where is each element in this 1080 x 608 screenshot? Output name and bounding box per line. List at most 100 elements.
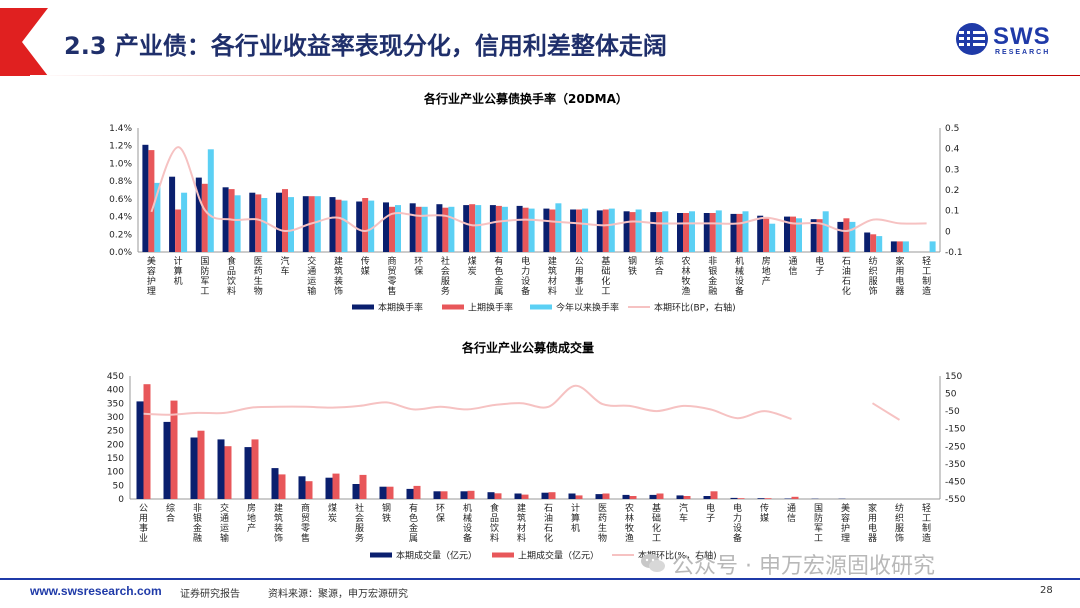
bar-3: [608, 208, 615, 252]
bar-2: [201, 183, 208, 252]
y-tick-label: 200: [107, 440, 124, 450]
y-tick-label: 0.6%: [109, 195, 132, 205]
bar-2: [495, 205, 502, 252]
x-tick-label: 煤炭: [468, 255, 477, 277]
bar-1: [757, 498, 765, 499]
bar-1: [810, 219, 817, 252]
bar-1: [595, 494, 603, 499]
logo-subtext: RESEARCH: [995, 49, 1051, 56]
x-tick-label: 环保: [414, 256, 423, 277]
y2-tick-label: -50: [945, 407, 960, 417]
bar-3: [582, 208, 589, 252]
x-tick-label: 家用电器: [868, 502, 877, 544]
x-tick-label: 农林牧渔: [682, 255, 691, 297]
bar-3: [421, 206, 428, 252]
bar-1: [406, 488, 414, 499]
y2-tick-label: 0.1: [945, 207, 959, 217]
bar-1: [460, 491, 468, 499]
bar-3: [715, 210, 722, 252]
series-line-right-axis: [150, 146, 927, 233]
x-tick-label: 商贸零售: [301, 502, 310, 544]
bar-1: [596, 210, 603, 252]
x-tick-label: 钢铁: [382, 502, 391, 524]
bar-2: [602, 493, 610, 499]
bar-3: [796, 218, 802, 252]
bar-2: [602, 209, 609, 252]
bar-2: [389, 206, 395, 252]
bar-2: [709, 213, 716, 252]
bar-2: [790, 216, 796, 252]
x-tick-label: 美容护理: [147, 255, 156, 297]
bar-3: [341, 200, 348, 252]
bar-1: [190, 437, 198, 499]
y2-tick-label: -550: [945, 495, 966, 505]
bar-1: [837, 221, 844, 252]
bar-1: [163, 421, 171, 499]
bar-2: [629, 212, 636, 252]
bar-2: [656, 493, 664, 499]
page-number: 28: [1040, 585, 1053, 596]
bar-3: [555, 203, 562, 252]
y-tick-label: 0.0%: [109, 248, 132, 258]
x-tick-label: 汽车: [679, 502, 688, 524]
bar-1: [757, 215, 764, 252]
bar-1: [703, 213, 710, 252]
footer-url[interactable]: www.swsresearch.com: [30, 584, 162, 598]
bar-3: [368, 200, 375, 252]
legend-swatch: [370, 552, 392, 558]
bar-2: [255, 194, 262, 252]
bar-1: [136, 401, 144, 499]
bar-1: [436, 204, 443, 252]
bar-3: [876, 236, 883, 252]
x-tick-label: 纺织服饰: [895, 502, 904, 544]
footer-source: 资料来源：聚源，申万宏源研究: [268, 589, 408, 600]
bar-2: [548, 492, 556, 499]
bar-1: [169, 176, 176, 252]
bar-3: [902, 241, 909, 252]
x-tick-label: 计算机: [174, 255, 183, 287]
x-tick-label: 电子: [815, 255, 824, 277]
bar-1: [195, 177, 202, 252]
legend-label: 本期成交量（亿元）: [396, 550, 477, 562]
bar-1: [463, 205, 470, 252]
bar-1: [784, 498, 792, 499]
y-tick-label: 0.2%: [109, 230, 132, 240]
bar-2: [413, 485, 421, 499]
bar-1: [650, 212, 657, 252]
bar-1: [383, 202, 389, 252]
wechat-icon: [641, 554, 665, 572]
bar-2: [764, 498, 772, 499]
y2-tick-label: 0.3: [945, 165, 959, 175]
bar-1: [730, 497, 738, 499]
bar-2: [362, 198, 369, 252]
bar-3: [234, 195, 241, 252]
bar-2: [576, 209, 583, 252]
bar-2: [710, 491, 718, 499]
bar-1: [570, 209, 577, 252]
x-tick-label: 电子: [706, 502, 715, 524]
series-line-right-axis: [143, 384, 792, 420]
x-tick-label: 美容护理: [841, 502, 850, 544]
logo-text: SWS: [993, 23, 1051, 50]
x-tick-label: 基础化工: [652, 502, 661, 544]
x-tick-label: 综合: [166, 502, 175, 524]
x-tick-label: 机械设备: [735, 255, 744, 297]
bar-3: [475, 205, 482, 252]
bar-2: [469, 204, 476, 252]
chart-1-title: 各行业产业公募债换手率（20DMA）: [424, 92, 628, 106]
x-tick-label: 公用事业: [139, 503, 148, 544]
bar-2: [386, 486, 394, 499]
bar-1: [489, 205, 496, 252]
bar-1: [271, 468, 279, 499]
bar-1: [676, 495, 684, 499]
y-tick-label: 1.0%: [109, 159, 132, 169]
bar-2: [197, 430, 205, 499]
x-tick-label: 环保: [436, 503, 445, 524]
bar-1: [276, 192, 282, 252]
legend-swatch: [492, 552, 514, 558]
bar-2: [251, 439, 259, 499]
bar-1: [379, 486, 387, 499]
x-tick-label: 农林牧渔: [625, 502, 634, 544]
legend-label: 上期成交量（亿元）: [518, 550, 599, 562]
